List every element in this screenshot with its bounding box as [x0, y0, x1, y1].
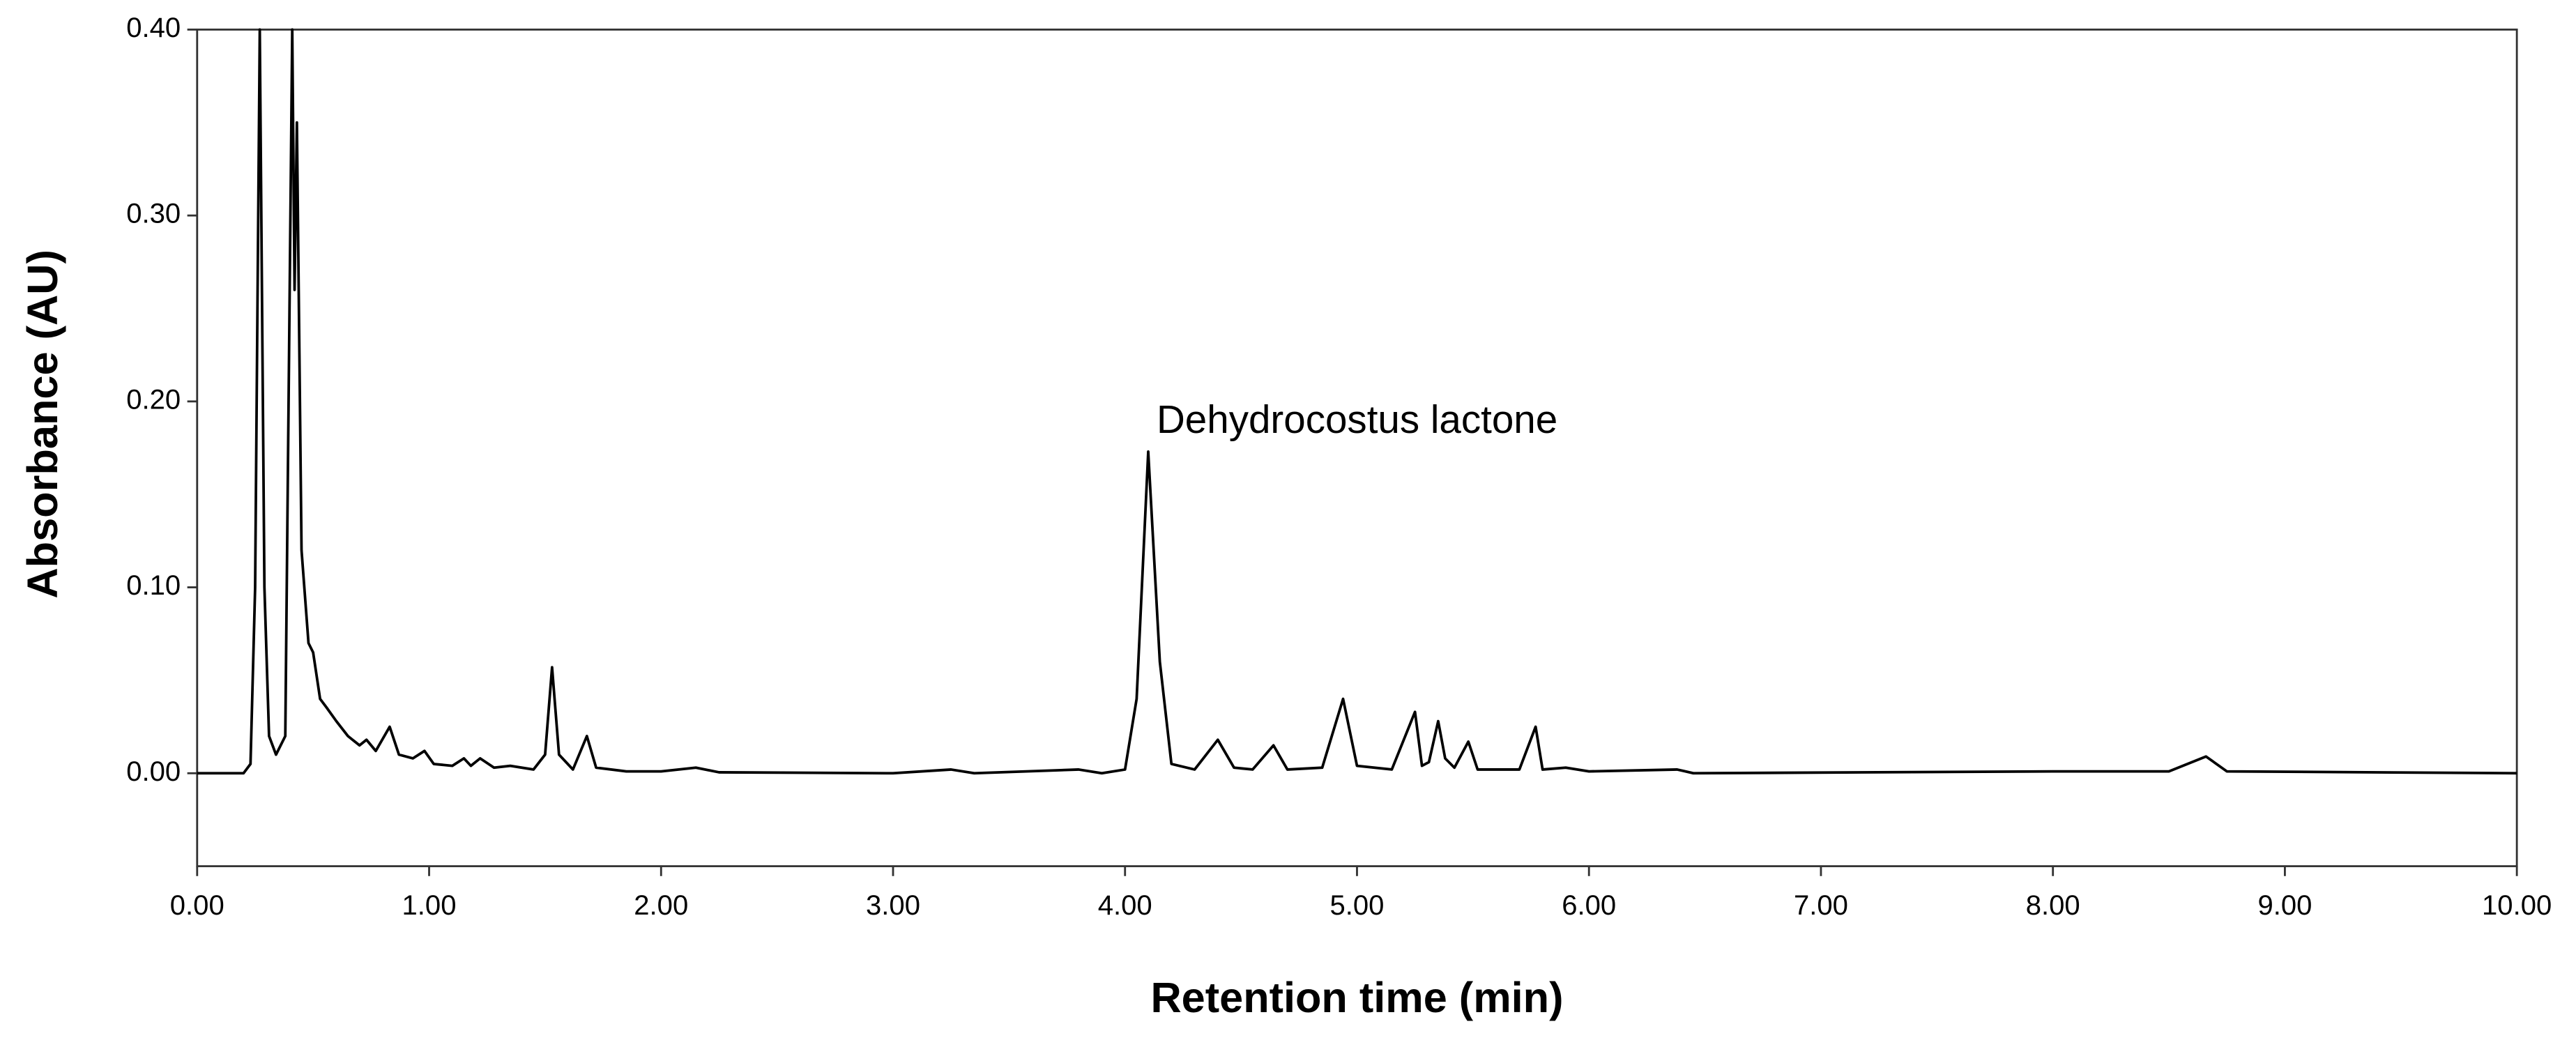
x-tick-label: 3.00: [866, 890, 920, 921]
y-tick-label: 0.10: [126, 570, 181, 601]
y-tick-label: 0.20: [126, 384, 181, 415]
x-tick-label: 5.00: [1329, 890, 1384, 921]
x-axis-title: Retention time (min): [1150, 974, 1563, 1021]
x-tick-label: 10.00: [2482, 890, 2552, 921]
y-tick-label: 0.00: [126, 756, 181, 787]
x-tick-label: 4.00: [1098, 890, 1152, 921]
y-axis-title: Absorbance (AU): [19, 250, 66, 599]
x-tick-label: 8.00: [2026, 890, 2080, 921]
y-tick-label: 0.40: [126, 13, 181, 43]
x-tick-label: 6.00: [1562, 890, 1616, 921]
x-tick-label: 7.00: [1794, 890, 1848, 921]
x-tick-label: 0.00: [170, 890, 224, 921]
x-tick-label: 2.00: [634, 890, 688, 921]
chromatogram-line: [197, 28, 2517, 775]
x-tick-label: 9.00: [2257, 890, 2312, 921]
peak-annotation: Dehydrocostus lactone: [1157, 397, 1557, 441]
x-tick-label: 1.00: [402, 890, 457, 921]
y-tick-label: 0.30: [126, 199, 181, 229]
